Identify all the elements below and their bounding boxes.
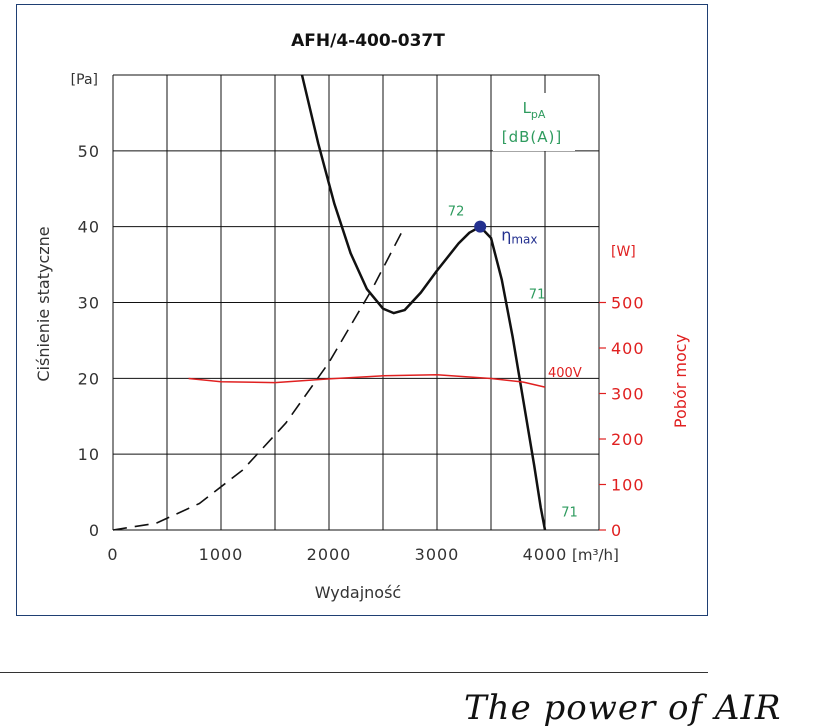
noise-annotation: 71 [529,288,546,303]
noise-annotation: 71 [561,505,578,520]
noise-header-lpa: LpA [523,99,546,121]
y2-tick-label: 500 [611,294,645,313]
chart-title: AFH/4-400-037T [291,31,445,51]
series-pressure-line [300,74,547,531]
x-unit-label: [m³/h] [572,546,619,564]
series-power-line [188,374,546,388]
y-tick-label: 0 [89,521,100,540]
series-power-label: 400V [548,366,582,381]
y-tick-label: 50 [78,142,100,161]
x-tick-label: 2000 [307,545,352,564]
noise-header-background [493,93,575,151]
x-tick-label: 4000 [523,545,568,564]
y2-tick-label: 0 [611,521,622,540]
chart-frame [16,4,708,616]
y2-unit-label: [W] [611,244,636,260]
x-tick-label: 0 [107,545,118,564]
y2-tick-label: 200 [611,430,645,449]
x-tick-label: 3000 [415,545,460,564]
y-tick-label: 30 [78,294,100,313]
y2-tick-label: 100 [611,476,645,495]
noise-annotation: 72 [448,204,465,219]
footer-slogan: The power of AIR [464,688,782,728]
y2-tick-label: 400 [611,339,645,358]
y-unit-label: [Pa] [71,72,98,88]
y-tick-label: 40 [78,218,100,237]
footer-divider [0,672,708,673]
y2-tick-label: 300 [611,385,645,404]
y-tick-label: 10 [78,445,100,464]
eta-max-point [474,220,487,233]
noise-header-unit: [dB(A)] [502,128,562,146]
series-system-line [112,226,406,531]
x-axis-title: Wydajność [315,583,401,602]
x-tick-label: 1000 [199,545,244,564]
y-tick-label: 20 [78,369,100,388]
y2-axis-title: Pobór mocy [671,334,690,428]
y-axis-title: Ciśnienie statyczne [34,226,53,381]
eta-max-label: ηmax [501,226,537,247]
